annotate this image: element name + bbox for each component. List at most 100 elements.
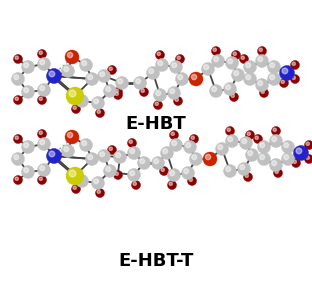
- Circle shape: [258, 81, 263, 86]
- Circle shape: [40, 86, 45, 91]
- Circle shape: [282, 68, 288, 74]
- Circle shape: [213, 48, 217, 51]
- Circle shape: [91, 176, 105, 189]
- Circle shape: [175, 55, 184, 64]
- Circle shape: [203, 152, 217, 166]
- Circle shape: [129, 140, 133, 143]
- Circle shape: [223, 83, 236, 96]
- Circle shape: [22, 85, 35, 99]
- Circle shape: [258, 57, 263, 62]
- Circle shape: [280, 78, 289, 87]
- Circle shape: [156, 91, 161, 96]
- Circle shape: [205, 154, 211, 160]
- Circle shape: [233, 52, 236, 55]
- Circle shape: [175, 72, 188, 85]
- Circle shape: [67, 52, 73, 58]
- Circle shape: [114, 171, 123, 180]
- Circle shape: [71, 105, 80, 114]
- Circle shape: [271, 126, 280, 135]
- Circle shape: [24, 88, 29, 93]
- Circle shape: [240, 137, 252, 149]
- Circle shape: [22, 166, 35, 178]
- Circle shape: [130, 171, 135, 176]
- Circle shape: [163, 149, 168, 154]
- Circle shape: [14, 155, 19, 160]
- Circle shape: [243, 72, 256, 85]
- Circle shape: [100, 152, 105, 157]
- Circle shape: [284, 155, 289, 160]
- Circle shape: [80, 58, 92, 71]
- Circle shape: [232, 69, 245, 81]
- Circle shape: [212, 55, 225, 67]
- Circle shape: [172, 63, 177, 68]
- Circle shape: [108, 65, 116, 74]
- Circle shape: [69, 170, 76, 177]
- Circle shape: [246, 130, 255, 139]
- Circle shape: [24, 168, 29, 173]
- Circle shape: [178, 75, 183, 80]
- Circle shape: [216, 142, 228, 155]
- Circle shape: [169, 182, 173, 185]
- Circle shape: [281, 140, 295, 153]
- Circle shape: [37, 83, 51, 96]
- Circle shape: [130, 149, 135, 154]
- Circle shape: [118, 79, 123, 84]
- Circle shape: [260, 143, 265, 148]
- Circle shape: [155, 51, 164, 60]
- Circle shape: [88, 75, 93, 80]
- Circle shape: [47, 69, 61, 83]
- Circle shape: [171, 132, 174, 135]
- Circle shape: [114, 151, 126, 164]
- Circle shape: [226, 167, 231, 172]
- Circle shape: [155, 58, 168, 71]
- Circle shape: [15, 56, 18, 60]
- Circle shape: [230, 92, 238, 101]
- Circle shape: [270, 63, 275, 68]
- Circle shape: [305, 140, 312, 149]
- Circle shape: [40, 140, 45, 145]
- Circle shape: [175, 98, 178, 101]
- Circle shape: [49, 151, 55, 157]
- Circle shape: [212, 87, 217, 92]
- Circle shape: [270, 75, 275, 80]
- Circle shape: [257, 140, 271, 153]
- Circle shape: [241, 56, 244, 60]
- Circle shape: [104, 85, 116, 98]
- Circle shape: [154, 101, 163, 110]
- Circle shape: [149, 69, 154, 74]
- Circle shape: [50, 72, 55, 77]
- Circle shape: [256, 78, 269, 92]
- Circle shape: [66, 87, 84, 105]
- Circle shape: [248, 151, 253, 156]
- Circle shape: [128, 139, 137, 148]
- Circle shape: [134, 76, 147, 90]
- Circle shape: [306, 156, 310, 159]
- Circle shape: [280, 65, 295, 80]
- Circle shape: [78, 177, 83, 182]
- Circle shape: [73, 186, 76, 189]
- Circle shape: [64, 147, 69, 152]
- Text: E-HBT-T: E-HBT-T: [118, 252, 194, 270]
- Circle shape: [155, 102, 158, 105]
- Circle shape: [82, 61, 87, 66]
- Circle shape: [212, 46, 221, 56]
- Circle shape: [260, 89, 269, 98]
- Circle shape: [138, 157, 150, 169]
- Circle shape: [157, 52, 160, 55]
- Circle shape: [131, 180, 140, 189]
- Circle shape: [246, 63, 251, 68]
- Circle shape: [15, 177, 18, 180]
- Circle shape: [291, 158, 300, 167]
- Circle shape: [15, 97, 18, 100]
- Circle shape: [272, 137, 277, 142]
- Circle shape: [114, 90, 123, 99]
- Circle shape: [290, 60, 300, 69]
- Circle shape: [37, 96, 46, 105]
- Circle shape: [50, 152, 55, 157]
- Circle shape: [160, 146, 173, 160]
- Circle shape: [169, 139, 183, 151]
- Circle shape: [136, 79, 141, 84]
- Circle shape: [292, 62, 295, 65]
- Circle shape: [94, 99, 99, 104]
- Circle shape: [188, 176, 197, 185]
